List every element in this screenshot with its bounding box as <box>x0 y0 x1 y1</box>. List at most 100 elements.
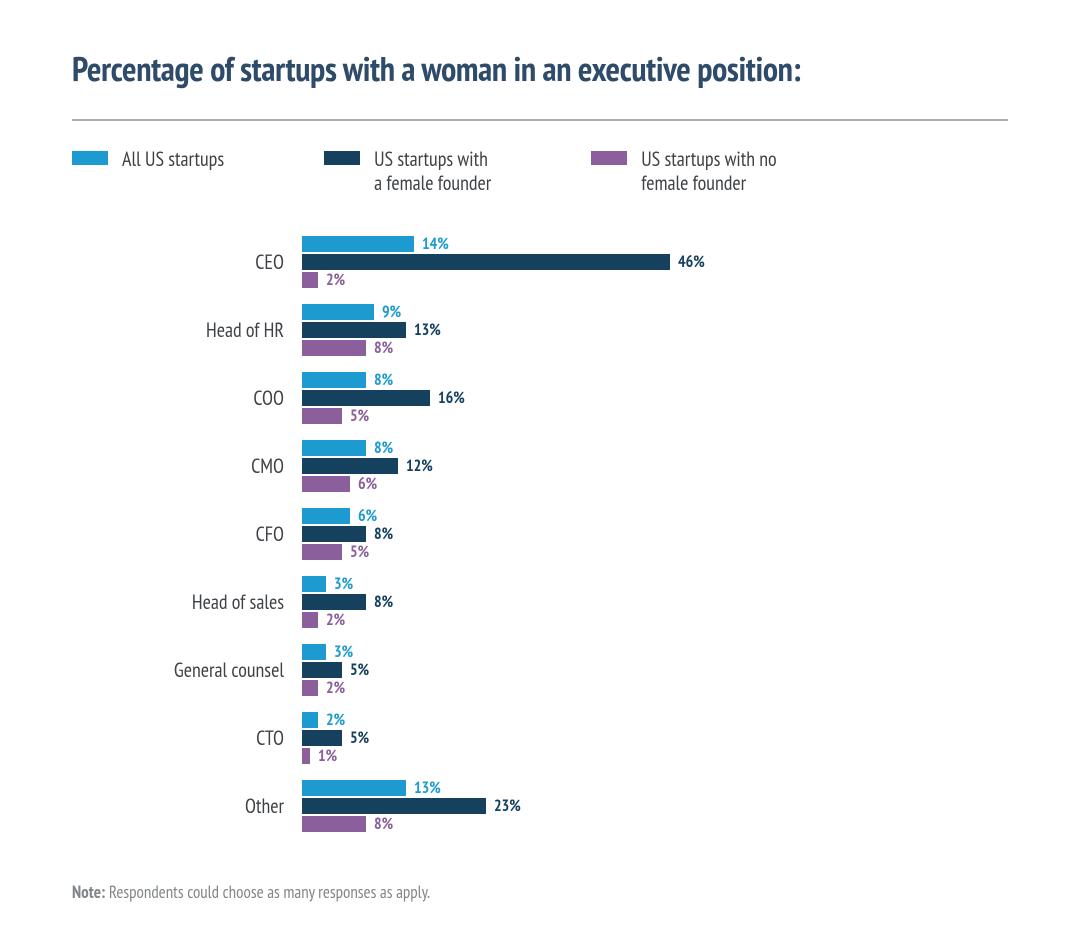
chart-group: Other 13% 23% 8% <box>72 779 1008 833</box>
category-label: Head of HR <box>72 317 302 343</box>
bar-group: 2%5%1% <box>302 711 1008 765</box>
bar-value: 8% <box>374 370 393 390</box>
chart-group: Head of HR 9% 13% 8% <box>72 303 1008 357</box>
bar <box>302 440 366 456</box>
bar-row: 46% <box>302 254 1008 270</box>
category-label: CFO <box>72 521 302 547</box>
footnote-label: Note: <box>72 881 105 903</box>
bar-row: 8% <box>302 372 1008 388</box>
bar-row: 8% <box>302 440 1008 456</box>
bar-row: 2% <box>302 680 1008 696</box>
legend-swatch <box>591 151 627 165</box>
bar-row: 14% <box>302 236 1008 252</box>
legend-label: US startups with a female founder <box>374 147 491 195</box>
category-label: Head of sales <box>72 589 302 615</box>
bar-group: 13% 23% 8% <box>302 779 1008 833</box>
footnote-text: Respondents could choose as many respons… <box>105 881 430 903</box>
bar-value: 13% <box>414 778 441 798</box>
legend-label: US startups with no female founder <box>641 147 776 195</box>
bar-row: 3% <box>302 644 1008 660</box>
bar <box>302 576 326 592</box>
bar-value: 1% <box>318 746 337 766</box>
category-label: COO <box>72 385 302 411</box>
bar <box>302 304 374 320</box>
legend-item-withF: US startups with a female founder <box>324 147 491 195</box>
bar <box>302 390 430 406</box>
bar <box>302 372 366 388</box>
bar <box>302 340 366 356</box>
bar-row: 13% <box>302 780 1008 796</box>
legend-label: All US startups <box>122 147 224 171</box>
bar <box>302 680 318 696</box>
bar-row: 2% <box>302 712 1008 728</box>
bar-row: 16% <box>302 390 1008 406</box>
chart-group: CFO6% 8%5% <box>72 507 1008 561</box>
bar <box>302 816 366 832</box>
bar-group: 14%46%2% <box>302 235 1008 289</box>
category-label: CTO <box>72 725 302 751</box>
bar-group: 8% 12% 6% <box>302 439 1008 493</box>
bar-value: 14% <box>422 234 449 254</box>
bar <box>302 272 318 288</box>
bar-group: 3%5%2% <box>302 643 1008 697</box>
legend: All US startups US startups with a female… <box>72 147 1008 195</box>
title-divider <box>72 119 1008 121</box>
bar-value: 3% <box>334 574 353 594</box>
bar-row: 8% <box>302 526 1008 542</box>
bar-row: 6% <box>302 476 1008 492</box>
bar-group: 8% 16% 5% <box>302 371 1008 425</box>
bar-value: 5% <box>350 542 369 562</box>
category-label: General counsel <box>72 657 302 683</box>
bar-value: 5% <box>350 406 369 426</box>
bar <box>302 236 414 252</box>
category-label: CMO <box>72 453 302 479</box>
bar <box>302 408 342 424</box>
bar-value: 13% <box>414 320 441 340</box>
bar <box>302 254 670 270</box>
bar-row: 1% <box>302 748 1008 764</box>
bar <box>302 476 350 492</box>
bar-value: 2% <box>326 270 345 290</box>
bar-group: 9% 13% 8% <box>302 303 1008 357</box>
bar <box>302 662 342 678</box>
bar-value: 2% <box>326 710 345 730</box>
bar <box>302 612 318 628</box>
bar <box>302 730 342 746</box>
bar <box>302 594 366 610</box>
bar-row: 23% <box>302 798 1008 814</box>
bar-row: 9% <box>302 304 1008 320</box>
bar-value: 5% <box>350 660 369 680</box>
bar-value: 16% <box>438 388 465 408</box>
bar <box>302 712 318 728</box>
bar-row: 2% <box>302 612 1008 628</box>
bar-row: 6% <box>302 508 1008 524</box>
bar-row: 8% <box>302 816 1008 832</box>
bar-group: 3% 8%2% <box>302 575 1008 629</box>
bar-value: 6% <box>358 474 377 494</box>
bar-row: 8% <box>302 594 1008 610</box>
chart-group: Head of sales 3% 8%2% <box>72 575 1008 629</box>
bar-value: 8% <box>374 438 393 458</box>
bar <box>302 748 310 764</box>
legend-swatch <box>324 151 360 165</box>
chart-group: COO 8% 16% 5% <box>72 371 1008 425</box>
legend-swatch <box>72 151 108 165</box>
bar-row: 12% <box>302 458 1008 474</box>
bar-value: 9% <box>382 302 401 322</box>
category-label: Other <box>72 793 302 819</box>
bar <box>302 798 486 814</box>
bar-value: 8% <box>374 592 393 612</box>
bar-row: 5% <box>302 730 1008 746</box>
bar <box>302 780 406 796</box>
legend-item-noF: US startups with no female founder <box>591 147 776 195</box>
bar-row: 5% <box>302 408 1008 424</box>
bar-value: 8% <box>374 338 393 358</box>
bar-value: 23% <box>494 796 521 816</box>
bar-value: 2% <box>326 678 345 698</box>
bar <box>302 526 366 542</box>
chart-group: General counsel3%5%2% <box>72 643 1008 697</box>
bar-value: 8% <box>374 814 393 834</box>
bar-row: 5% <box>302 662 1008 678</box>
bar-group: 6% 8%5% <box>302 507 1008 561</box>
bar-value: 12% <box>406 456 433 476</box>
